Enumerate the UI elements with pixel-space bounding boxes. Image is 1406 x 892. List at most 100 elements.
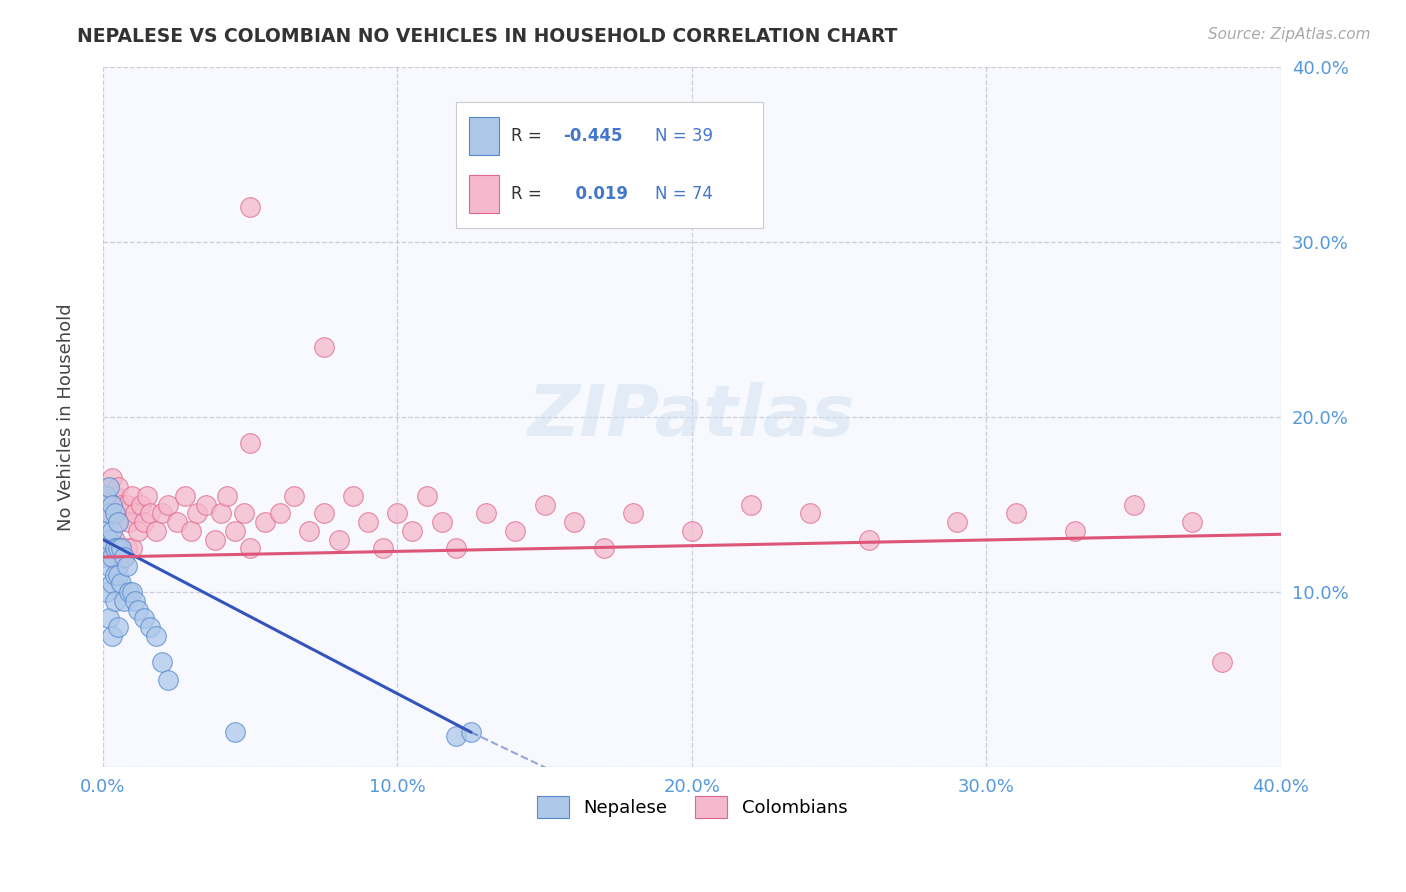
Point <box>224 725 246 739</box>
Point <box>180 524 202 538</box>
Point <box>387 506 409 520</box>
Point <box>446 729 468 743</box>
Point <box>112 550 135 565</box>
Text: Source: ZipAtlas.com: Source: ZipAtlas.com <box>1208 27 1371 42</box>
Point <box>233 506 256 520</box>
Point <box>134 611 156 625</box>
Point <box>104 506 127 520</box>
Point <box>156 498 179 512</box>
Point <box>110 498 132 512</box>
Point <box>101 471 124 485</box>
Point <box>94 489 117 503</box>
Point <box>101 629 124 643</box>
Point <box>101 576 124 591</box>
Point <box>112 594 135 608</box>
Point <box>946 515 969 529</box>
Text: ZIPatlas: ZIPatlas <box>529 383 856 451</box>
Point <box>371 541 394 556</box>
Point <box>239 541 262 556</box>
Point <box>136 489 159 503</box>
Point <box>156 673 179 687</box>
Point <box>94 524 117 538</box>
Point <box>150 506 173 520</box>
Point <box>342 489 364 503</box>
Point <box>416 489 439 503</box>
Point <box>107 620 129 634</box>
Point <box>186 506 208 520</box>
Point <box>115 498 138 512</box>
Point <box>104 489 127 503</box>
Point <box>621 506 644 520</box>
Point <box>592 541 614 556</box>
Point <box>121 541 143 556</box>
Point <box>107 515 129 529</box>
Point <box>1004 506 1026 520</box>
Point <box>94 541 117 556</box>
Point <box>134 515 156 529</box>
Point <box>101 550 124 565</box>
Point <box>97 558 120 573</box>
Point <box>401 524 423 538</box>
Point <box>1211 655 1233 669</box>
Point <box>139 620 162 634</box>
Point <box>239 200 262 214</box>
Point <box>150 655 173 669</box>
Point <box>533 498 555 512</box>
Point <box>503 524 526 538</box>
Point <box>681 524 703 538</box>
Point <box>562 515 585 529</box>
Point <box>107 541 129 556</box>
Point <box>94 489 117 503</box>
Point <box>115 541 138 556</box>
Point <box>121 585 143 599</box>
Point <box>858 533 880 547</box>
Point <box>799 506 821 520</box>
Point <box>104 594 127 608</box>
Point <box>110 576 132 591</box>
Point <box>97 533 120 547</box>
Point <box>239 436 262 450</box>
Point <box>139 506 162 520</box>
Point <box>204 533 226 547</box>
Point <box>166 515 188 529</box>
Point <box>224 524 246 538</box>
Point <box>283 489 305 503</box>
Point <box>94 550 117 565</box>
Point <box>446 541 468 556</box>
Legend: Nepalese, Colombians: Nepalese, Colombians <box>530 789 855 825</box>
Point <box>474 506 496 520</box>
Point <box>104 567 127 582</box>
Point <box>121 489 143 503</box>
Point <box>104 533 127 547</box>
Point <box>740 498 762 512</box>
Point <box>101 524 124 538</box>
Point <box>312 506 335 520</box>
Point <box>145 524 167 538</box>
Point <box>124 506 146 520</box>
Y-axis label: No Vehicles in Household: No Vehicles in Household <box>58 303 75 531</box>
Point <box>215 489 238 503</box>
Point <box>112 506 135 520</box>
Point <box>110 541 132 556</box>
Point <box>253 515 276 529</box>
Point <box>1063 524 1085 538</box>
Point <box>127 524 149 538</box>
Text: NEPALESE VS COLOMBIAN NO VEHICLES IN HOUSEHOLD CORRELATION CHART: NEPALESE VS COLOMBIAN NO VEHICLES IN HOU… <box>77 27 897 45</box>
Point <box>107 480 129 494</box>
Point <box>97 480 120 494</box>
Point <box>112 550 135 565</box>
Point <box>107 558 129 573</box>
Point <box>97 506 120 520</box>
Point <box>97 480 120 494</box>
Point <box>127 602 149 616</box>
Point <box>118 515 141 529</box>
Point <box>460 725 482 739</box>
Point <box>1122 498 1144 512</box>
Point <box>115 558 138 573</box>
Point <box>101 506 124 520</box>
Point <box>107 567 129 582</box>
Point <box>94 585 117 599</box>
Point <box>209 506 232 520</box>
Point <box>1181 515 1204 529</box>
Point <box>269 506 291 520</box>
